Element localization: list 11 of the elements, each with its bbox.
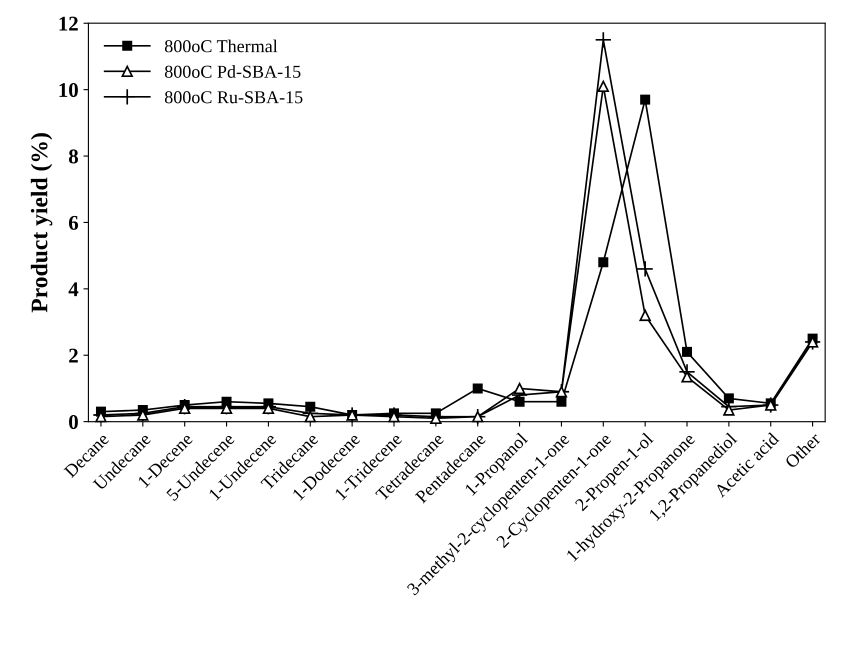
y-tick-label: 8 — [68, 149, 78, 164]
y-tick-label: 2 — [69, 348, 78, 362]
y-tick-label: 0 — [69, 415, 78, 430]
y-tick-label: 6 — [68, 216, 78, 230]
y-tick-label: 4 — [68, 282, 78, 296]
legend-label: 800oC Thermal — [164, 40, 278, 52]
y-axis-title: Product yield (%) — [30, 133, 52, 312]
y-tick-label: 12 — [60, 16, 78, 30]
legend-label: 800oC Ru-SBA-15 — [164, 91, 302, 104]
y-tick-label: 10 — [60, 83, 78, 98]
legend-label: 800oC Pd-SBA-15 — [164, 65, 300, 78]
